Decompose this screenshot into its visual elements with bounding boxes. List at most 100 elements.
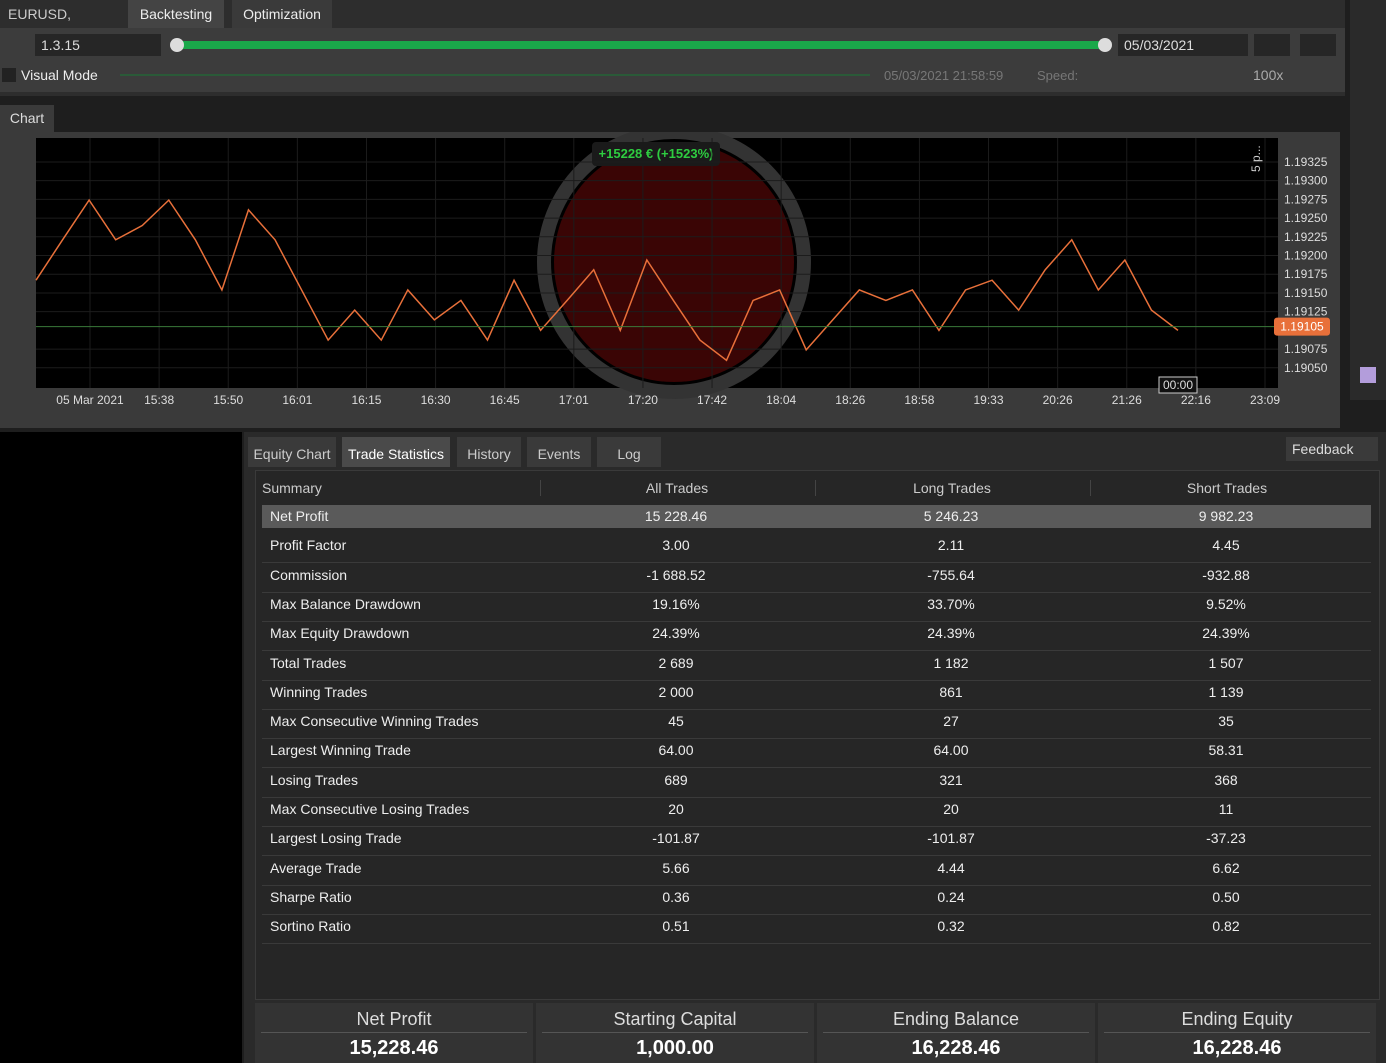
y-tick-label: 1.19125	[1284, 305, 1328, 319]
table-cell: 2 000	[658, 683, 694, 700]
summary-card: Ending Equity 16,228.46	[1098, 1003, 1376, 1063]
period-label: 5 p...	[1249, 145, 1263, 172]
time-marker: 00:00	[1163, 378, 1193, 392]
table-cell: -101.87	[927, 830, 975, 847]
column-header: Long Trades	[815, 480, 1088, 496]
table-row[interactable]	[262, 534, 1371, 564]
table-cell: 15 228.46	[644, 508, 708, 524]
summary-card: Starting Capital 1,000.00	[536, 1003, 814, 1063]
feedback-button[interactable]: Feedback	[1286, 437, 1378, 461]
slider-end[interactable]	[1098, 38, 1112, 52]
date-select[interactable]: 05/03/2021	[1118, 34, 1248, 56]
table-cell: 1 182	[933, 654, 969, 671]
table-cell: Losing Trades	[270, 771, 358, 788]
table-row[interactable]	[262, 827, 1371, 857]
optimization-tab[interactable]: Optimization	[232, 0, 332, 28]
color-swatch[interactable]	[1360, 367, 1376, 383]
stop-button[interactable]	[1300, 34, 1336, 56]
table-row[interactable]	[262, 564, 1371, 593]
summary-value: 16,228.46	[1192, 1037, 1282, 1059]
table-cell: 58.31	[1208, 742, 1244, 759]
table-cell: 64.00	[933, 742, 969, 759]
logo	[537, 132, 811, 399]
y-tick-label: 1.19200	[1284, 249, 1328, 263]
table-cell: Sharpe Ratio	[270, 888, 352, 905]
x-tick-label: 05 Mar 2021	[56, 393, 124, 407]
table-cell: 20	[668, 801, 684, 817]
backtesting-tab[interactable]: Backtesting	[128, 0, 224, 28]
table-row[interactable]	[262, 857, 1371, 886]
chart-tab[interactable]: Chart	[0, 105, 54, 132]
table-row[interactable]	[262, 652, 1371, 681]
table-row[interactable]	[262, 798, 1371, 827]
table-cell: 33.70%	[927, 595, 975, 612]
table-cell: 0.50	[1212, 888, 1240, 905]
x-tick-label: 16:30	[421, 393, 451, 407]
slider-start[interactable]	[170, 38, 184, 52]
table-cell: Max Equity Drawdown	[270, 625, 410, 642]
logo-glow	[554, 142, 794, 382]
table-row[interactable]	[262, 681, 1371, 710]
price-line	[35, 198, 1179, 362]
panel-tab[interactable]: Equity Chart	[248, 437, 336, 467]
x-tick-label: 21:26	[1112, 393, 1142, 407]
annotation-box	[592, 142, 720, 166]
table-row[interactable]	[262, 769, 1371, 798]
table-cell: 5 246.23	[923, 508, 979, 524]
table-cell: 2 689	[658, 654, 694, 671]
table-cell: 20	[943, 801, 959, 817]
table-cell: 24.39%	[652, 625, 700, 642]
table-row[interactable]	[262, 505, 1371, 528]
y-tick-label: 1.19300	[1284, 174, 1328, 188]
visual-slider	[120, 74, 870, 76]
progress-bar	[176, 41, 1106, 49]
table-cell: 0.32	[937, 918, 965, 935]
y-tick-label: 1.19175	[1284, 267, 1328, 281]
table-row[interactable]	[262, 886, 1371, 915]
table-cell: Average Trade	[270, 859, 362, 876]
summary-value: 1,000.00	[636, 1037, 714, 1059]
version-select[interactable]: 1.3.15	[35, 34, 161, 56]
checkbox[interactable]	[2, 68, 16, 82]
panel-tab[interactable]: History	[457, 437, 521, 467]
table-cell: -101.87	[652, 830, 700, 847]
table-cell: 6.62	[1212, 859, 1240, 876]
y-tick-label: 1.19050	[1284, 361, 1328, 375]
x-tick-label: 18:26	[835, 393, 865, 407]
x-tick-label: 19:33	[974, 393, 1004, 407]
table-cell: 0.36	[662, 888, 690, 905]
stats-table	[255, 470, 1380, 1000]
table-cell: 321	[939, 771, 963, 788]
y-tick-label: 1.19075	[1284, 342, 1328, 356]
table-cell: 0.82	[1212, 918, 1240, 935]
table-row[interactable]	[262, 739, 1371, 769]
table-cell: Total Trades	[270, 654, 347, 671]
table-cell: 4.44	[937, 859, 965, 876]
table-cell: -1 688.52	[646, 566, 706, 583]
speed: 100x	[1253, 67, 1284, 83]
table-cell: Largest Winning Trade	[270, 742, 411, 759]
summary-label: Ending Balance	[823, 1009, 1089, 1033]
play-button[interactable]	[1254, 34, 1290, 56]
table-row[interactable]	[262, 710, 1371, 740]
table-cell: 689	[664, 771, 688, 788]
table-cell: 24.39%	[1202, 625, 1250, 642]
summary-label: Starting Capital	[542, 1009, 808, 1033]
table-cell: 19.16%	[652, 595, 700, 612]
table-cell: Max Consecutive Winning Trades	[270, 713, 479, 730]
table-row[interactable]	[262, 915, 1371, 945]
panel-tab[interactable]: Trade Statistics	[342, 437, 450, 467]
price-tag	[1274, 317, 1330, 336]
table-cell: Winning Trades	[270, 683, 368, 700]
table-row[interactable]	[262, 593, 1371, 622]
table-cell: -37.23	[1206, 830, 1246, 847]
x-tick-label: 17:01	[559, 393, 589, 407]
panel-tab[interactable]: Log	[597, 437, 661, 467]
table-row[interactable]	[262, 622, 1371, 652]
panel-tab[interactable]: Events	[527, 437, 591, 467]
table-cell: 4.45	[1212, 537, 1240, 554]
table-cell: 27	[943, 713, 959, 730]
x-tick-label: 18:04	[766, 393, 796, 407]
chart: +15228 € (+1523%) 5 p... 1.19325 1.19300 1…	[35, 132, 1330, 407]
